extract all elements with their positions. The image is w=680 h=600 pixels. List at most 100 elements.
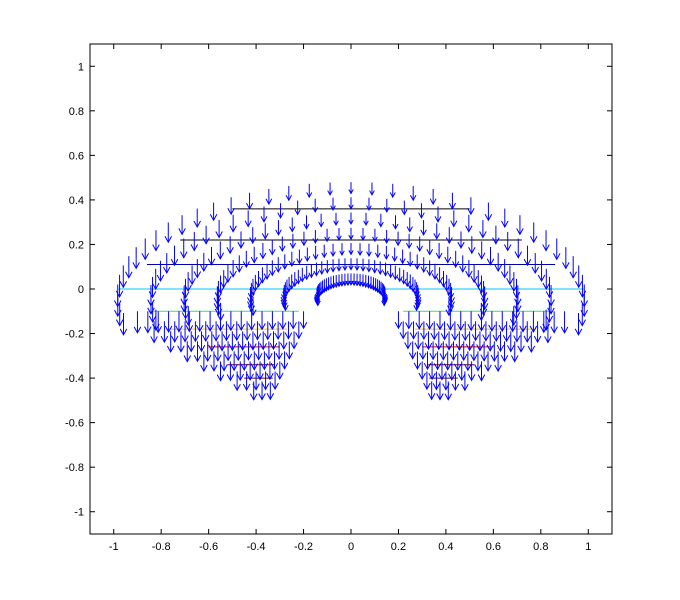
field-arrow xyxy=(210,351,218,372)
field-arrow xyxy=(457,231,465,249)
field-arrow xyxy=(294,200,301,216)
field-arrow xyxy=(181,321,189,343)
field-arrow xyxy=(413,254,421,270)
field-arrow xyxy=(208,331,216,352)
field-arrow xyxy=(151,268,160,291)
field-arrow xyxy=(467,361,476,382)
field-arrow xyxy=(523,245,532,267)
field-arrow xyxy=(542,268,551,291)
field-arrow xyxy=(209,202,218,222)
field-arrow xyxy=(428,361,436,381)
field-arrow xyxy=(271,371,279,391)
field-arrow xyxy=(545,276,554,299)
y-tick-label: 0.6 xyxy=(69,150,84,162)
field-arrow xyxy=(339,243,345,257)
field-arrow xyxy=(268,239,276,256)
field-arrow xyxy=(399,249,406,265)
field-arrow xyxy=(480,341,488,362)
field-arrow xyxy=(180,292,188,313)
field-arrow xyxy=(144,311,152,334)
field-arrow xyxy=(512,278,521,299)
field-arrow xyxy=(303,215,310,230)
field-arrow xyxy=(321,244,328,259)
field-arrow xyxy=(477,311,486,332)
field-arrow xyxy=(455,331,464,351)
field-arrow xyxy=(360,258,366,272)
field-arrow xyxy=(457,311,465,331)
field-arrow xyxy=(457,361,466,382)
field-arrow xyxy=(425,311,434,331)
field-arrow xyxy=(569,256,577,279)
field-arrow xyxy=(250,246,258,264)
vector-field-arrows xyxy=(113,182,589,401)
field-arrow xyxy=(366,259,372,273)
field-arrow xyxy=(306,183,313,199)
field-arrow xyxy=(423,371,431,391)
field-arrow xyxy=(164,222,173,244)
field-arrow xyxy=(247,311,256,331)
field-arrow xyxy=(215,220,223,239)
field-arrow xyxy=(175,311,183,333)
field-arrow xyxy=(249,299,257,317)
field-arrow xyxy=(324,228,330,243)
field-arrow xyxy=(540,311,548,334)
field-arrow xyxy=(226,361,235,382)
field-arrow xyxy=(436,267,444,284)
field-arrow xyxy=(510,341,519,363)
field-arrow xyxy=(336,227,342,241)
field-arrow xyxy=(324,260,331,274)
field-arrow xyxy=(288,251,295,267)
field-arrow xyxy=(249,331,257,351)
field-arrow xyxy=(312,245,319,260)
field-arrow xyxy=(330,259,336,273)
field-arrow xyxy=(156,260,165,282)
field-arrow xyxy=(276,361,284,381)
field-arrow xyxy=(227,197,235,216)
field-arrow xyxy=(542,230,550,252)
field-arrow xyxy=(200,252,208,273)
field-arrow xyxy=(187,331,195,353)
field-arrow xyxy=(438,361,446,381)
field-arrow xyxy=(269,331,278,351)
field-arrow xyxy=(260,206,268,223)
field-arrow xyxy=(383,198,390,213)
field-arrow xyxy=(244,210,252,228)
y-axis-ticks: -1 -0.8 -0.6 -0.4 -0.2 0 0.2 0.4 0.6 0.8 1 xyxy=(65,61,612,519)
field-arrow xyxy=(249,381,258,401)
field-arrow xyxy=(184,306,193,327)
field-arrow xyxy=(246,192,254,210)
field-arrow xyxy=(255,270,262,288)
field-arrow xyxy=(420,321,428,340)
field-arrow xyxy=(429,188,437,206)
field-arrow xyxy=(529,222,538,244)
field-arrow xyxy=(507,331,515,353)
y-tick-label: -0.6 xyxy=(65,418,84,430)
field-arrow xyxy=(531,253,539,274)
field-arrow xyxy=(464,351,472,372)
field-arrow xyxy=(193,341,202,363)
field-arrow xyxy=(479,297,488,316)
field-arrow xyxy=(430,321,438,341)
field-arrow xyxy=(440,321,449,341)
field-arrow xyxy=(249,227,257,245)
field-arrow xyxy=(461,321,469,342)
field-arrow xyxy=(216,241,225,260)
field-arrow xyxy=(202,321,210,343)
field-arrow xyxy=(509,306,518,327)
field-arrow xyxy=(152,230,160,252)
field-arrow xyxy=(508,311,517,333)
field-arrow xyxy=(308,264,315,279)
field-arrow xyxy=(237,311,245,331)
field-arrow xyxy=(280,351,289,370)
field-arrow xyxy=(506,265,514,286)
field-arrow xyxy=(230,351,238,372)
field-arrow xyxy=(445,331,453,351)
field-arrow xyxy=(465,214,473,233)
field-arrow xyxy=(418,203,425,219)
field-arrow xyxy=(181,299,190,320)
field-arrow xyxy=(383,245,390,260)
y-tick-label: 0 xyxy=(78,284,84,296)
field-arrow xyxy=(436,381,444,401)
field-arrow xyxy=(233,321,241,342)
